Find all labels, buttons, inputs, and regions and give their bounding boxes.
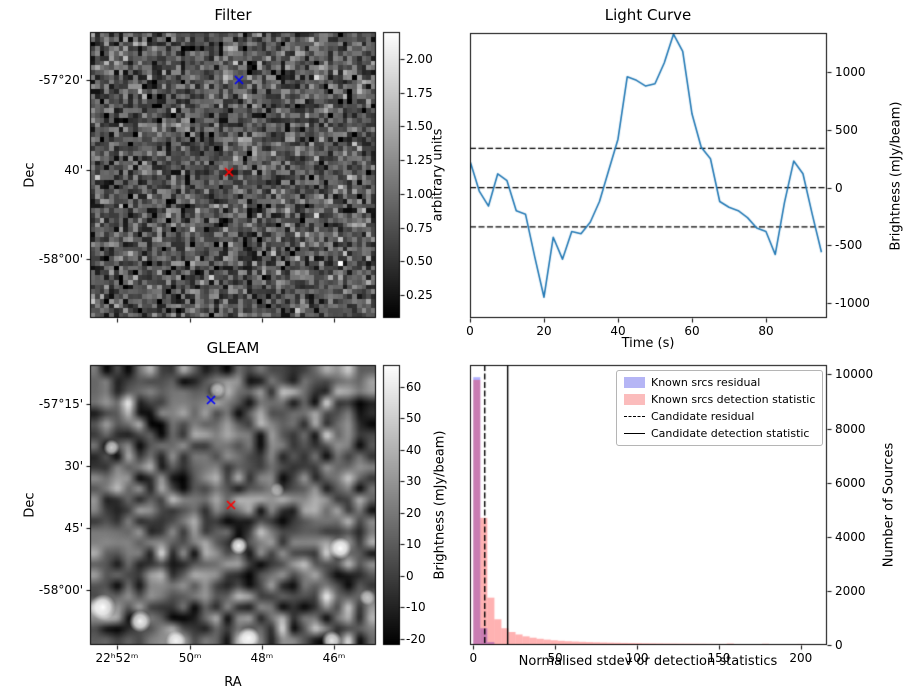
- gleam-colorbar-tick-label: 40: [406, 442, 422, 457]
- legend-label: Candidate residual: [651, 410, 755, 423]
- lightcurve-ylabel: Brightness (mJy/beam): [888, 101, 904, 251]
- lightcurve-ytick-label: 500: [835, 122, 858, 137]
- filter-ytick-label: -57°20': [38, 73, 83, 88]
- lightcurve-xtick-label: 60: [684, 324, 700, 338]
- filter-ylabel: Dec: [22, 162, 38, 188]
- histogram-ytick-label: 10000: [835, 367, 874, 382]
- lightcurve-xlabel: Time (s): [621, 336, 675, 351]
- histogram-ytick-label: 4000: [835, 529, 866, 544]
- histogram-xtick-label: 100: [625, 651, 649, 665]
- filter-colorbar-tick-label: 0.75: [406, 220, 433, 235]
- histogram-legend: Known srcs residual Known srcs detection …: [616, 370, 824, 446]
- gleam-xtick-label: 50ᵐ: [178, 651, 202, 665]
- legend-dashed-line-icon: [624, 416, 645, 417]
- gleam-xtick-label: 48ᵐ: [250, 651, 274, 665]
- gleam-colorbar-tick-label: -20: [406, 631, 426, 646]
- gleam-xtick-label: 22ʰ52ᵐ: [95, 651, 139, 665]
- gleam-ylabel: Dec: [22, 492, 38, 518]
- legend-item: Candidate detection statistic: [624, 427, 815, 440]
- legend-item: Known srcs residual: [624, 376, 815, 389]
- histogram-ylabel: Number of Sources: [881, 442, 897, 568]
- legend-label: Candidate detection statistic: [651, 427, 810, 440]
- gleam-colorbar-tick-label: 50: [406, 411, 422, 426]
- legend-solid-line-icon: [624, 433, 645, 434]
- filter-ytick-label: 40': [64, 163, 83, 178]
- histogram-ytick-label: 8000: [835, 421, 866, 436]
- lightcurve-xtick-label: 40: [610, 324, 626, 338]
- gleam-colorbar-tick-label: 0: [406, 568, 414, 583]
- gleam-colorbar-tick-label: -10: [406, 600, 426, 615]
- histogram-xtick-label: 200: [789, 651, 813, 665]
- histogram-ytick-label: 2000: [835, 583, 866, 598]
- filter-colorbar-tick-label: 0.25: [406, 288, 433, 303]
- filter-colorbar-label: arbitrary units: [430, 128, 446, 222]
- gleam-colorbar-tick-label: 30: [406, 474, 422, 489]
- histogram-xtick-label: 0: [469, 651, 478, 665]
- legend-patch-icon: [624, 377, 645, 388]
- lightcurve-ytick-label: -500: [835, 238, 863, 253]
- filter-colorbar-tick-label: 1.75: [406, 85, 433, 100]
- legend-patch-icon: [624, 394, 645, 405]
- gleam-ytick-label: -58°00': [38, 583, 83, 598]
- gleam-ytick-label: 30': [64, 459, 83, 474]
- filter-colorbar-tick-label: 1.00: [406, 186, 433, 201]
- histogram-ytick-label: 6000: [835, 475, 866, 490]
- histogram-xtick-label: 50: [547, 651, 563, 665]
- filter-colorbar-tick-label: 0.50: [406, 254, 433, 269]
- histogram-ytick-label: 0: [835, 638, 843, 652]
- lightcurve-ytick-label: 0: [835, 180, 843, 195]
- gleam-colorbar-tick-label: 60: [406, 380, 422, 395]
- gleam-ytick-label: 45': [64, 520, 83, 535]
- gleam-ytick-label: -57°15': [38, 396, 83, 411]
- legend-item: Candidate residual: [624, 410, 815, 423]
- gleam-colorbar-label: Brightness (mJy/beam): [432, 430, 448, 580]
- lightcurve-xtick-label: 80: [758, 324, 774, 338]
- gleam-colorbar-tick-label: 20: [406, 505, 422, 520]
- lightcurve-xtick-label: 20: [536, 324, 552, 338]
- legend-label: Known srcs residual: [651, 376, 761, 389]
- legend-label: Known srcs detection statistic: [651, 393, 816, 406]
- gleam-colorbar-tick-label: 10: [406, 537, 422, 552]
- gleam-xlabel: RA: [224, 675, 242, 690]
- lightcurve-ytick-label: 1000: [835, 65, 866, 80]
- filter-colorbar-tick-label: 2.00: [406, 51, 433, 66]
- gleam-xtick-label: 46ᵐ: [322, 651, 346, 665]
- histogram-xtick-label: 150: [707, 651, 731, 665]
- lightcurve-title: Light Curve: [604, 6, 692, 24]
- histogram-xlabel: Normalised stdev or detection statistics: [518, 654, 778, 669]
- filter-colorbar-tick-label: 1.50: [406, 119, 433, 134]
- filter-ytick-label: -58°00': [38, 252, 83, 267]
- legend-item: Known srcs detection statistic: [624, 393, 815, 406]
- filter-title: Filter: [214, 6, 252, 24]
- filter-colorbar-tick-label: 1.25: [406, 153, 433, 168]
- lightcurve-xtick-label: 0: [466, 324, 474, 338]
- lightcurve-ytick-label: -1000: [835, 296, 870, 310]
- gleam-title: GLEAM: [206, 339, 260, 357]
